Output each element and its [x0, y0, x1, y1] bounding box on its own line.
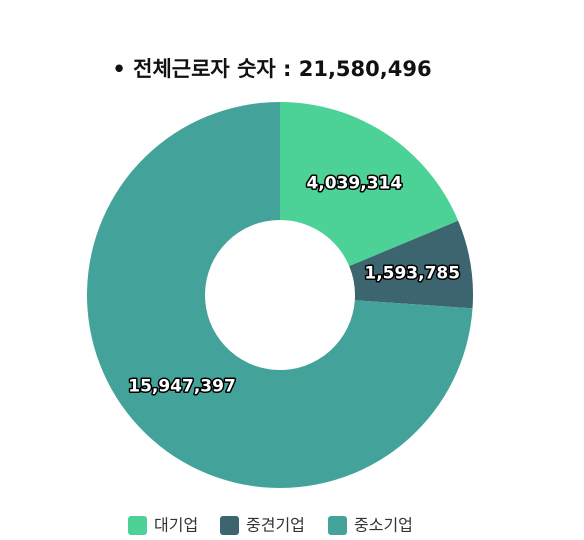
donut-slice	[280, 102, 459, 267]
legend-swatch	[128, 516, 147, 535]
chart-title: • 전체근로자 숫자 : 21,580,496	[112, 57, 431, 81]
value-label: 15,947,397	[128, 376, 236, 396]
donut-slice	[86, 102, 473, 488]
legend-swatch	[328, 516, 347, 535]
legend-label: 대기업	[154, 516, 198, 535]
value-label: 4,039,314	[306, 174, 402, 194]
legend-swatch	[220, 516, 239, 535]
legend-label: 중소기업	[354, 516, 413, 535]
value-label: 1,593,785	[364, 263, 460, 283]
donut-slice	[349, 220, 473, 309]
legend-label: 중견기업	[246, 516, 305, 535]
